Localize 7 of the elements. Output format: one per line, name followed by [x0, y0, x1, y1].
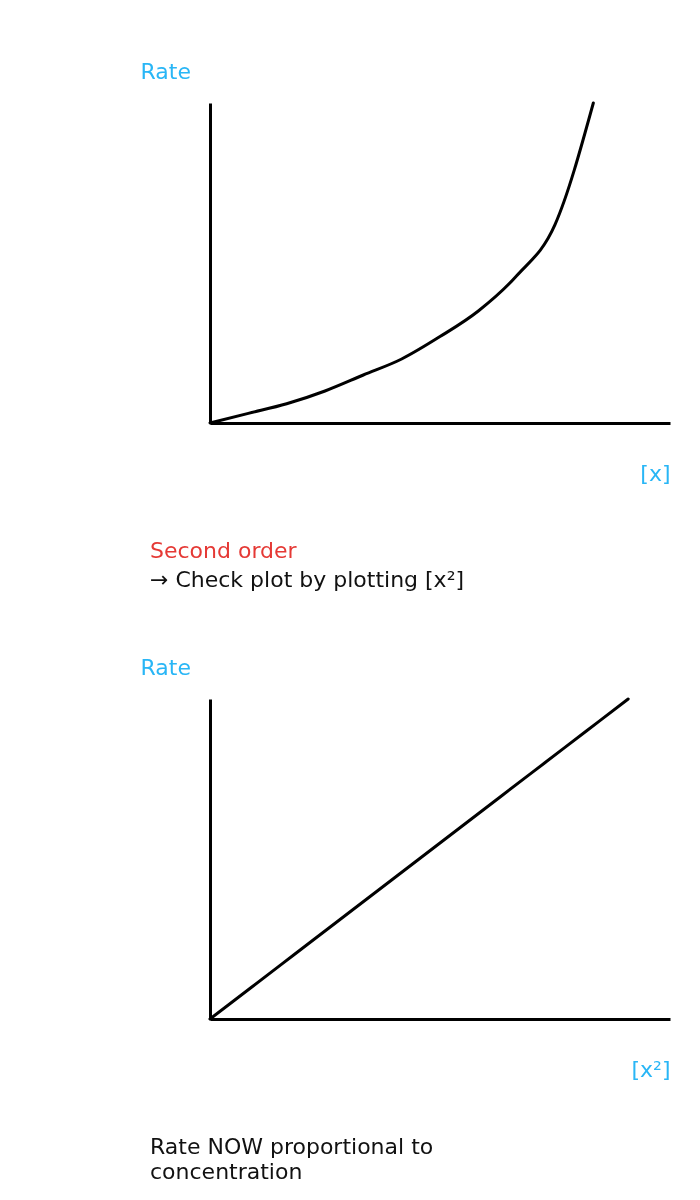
text: Rate NOW proportional to concentration: [150, 1134, 435, 1184]
text: Second order: [150, 538, 298, 563]
y-axis-title: Rate: [140, 58, 191, 84]
y-axis-title: Rate: [140, 654, 191, 680]
text: → Check plot by plotting [x²]: [150, 567, 466, 592]
x-axis-title: [x]: [640, 460, 671, 486]
x-axis-title: [x²]: [631, 1056, 671, 1082]
